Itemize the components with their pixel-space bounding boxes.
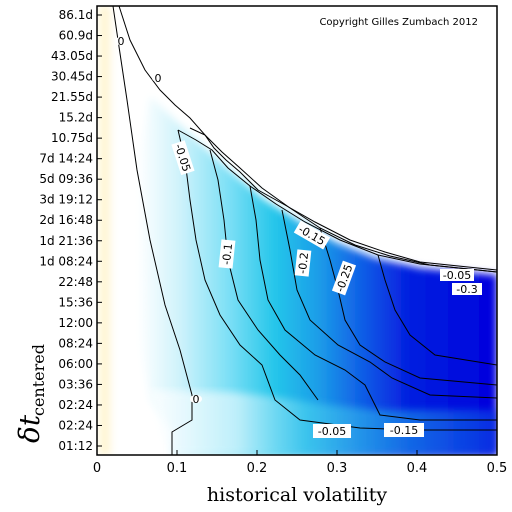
y-axis-label-sub: centered [29,344,48,416]
y-tick-label: 43.05d [51,49,93,63]
contour-steps-top [189,127,497,271]
contour-label-text: -0.3 [456,283,477,296]
y-tick-label: 30.45d [51,70,93,84]
y-tick-label: 02:24 [58,418,93,432]
y-tick-label: 03:36 [58,377,93,391]
x-tick-label: 0 [93,461,101,476]
y-tick-label: 01:12 [58,439,93,453]
y-tick-label: 10.75d [51,131,93,145]
contour-label: -0.05 [313,424,351,438]
contour-neg02 [281,209,497,399]
contour-label-text: -0.1 [220,243,235,266]
y-tick-label: 1d 08:24 [39,254,93,268]
contour-neg005-body [177,129,497,431]
x-tick-label: 0.2 [247,461,268,476]
x-tick-label: 0.5 [487,461,508,476]
y-axis-label-main: δt [13,414,46,443]
contour-label-text: -0.2 [296,252,311,275]
y-tick-label: 02:24 [58,398,93,412]
y-tick-label: 5d 09:36 [39,172,93,186]
contour-label-text: 0 [193,393,200,406]
copyright-text: Copyright Gilles Zumbach 2012 [319,17,478,28]
contour-label: -0.2 [294,249,312,277]
contour-neg005-upper [177,129,497,273]
contour-label: 0 [152,72,164,85]
lower-band-region [150,390,497,455]
y-tick-label: 15.2d [59,111,93,125]
y-tick-label: 22:48 [58,275,93,289]
contour-neg025 [319,227,497,386]
y-tick-label: 21.55d [51,90,93,104]
contour-label-text: 0 [118,35,125,48]
y-tick-label: 1d 21:36 [39,234,93,248]
contour-neg01 [209,149,319,401]
contour-label-text: 0 [155,72,162,85]
y-axis-label: δt centered [13,344,48,443]
contour-neg03 [377,254,497,366]
y-tick-label: 15:36 [58,295,93,309]
contour-zero-left [112,6,193,455]
contour-label-text: -0.05 [318,425,346,438]
x-axis: 0 0.1 0.2 0.3 0.4 0.5 [93,450,507,476]
contour-label: -0.05 [440,269,474,282]
y-tick-label: 06:00 [58,357,93,371]
contour-neg015 [249,185,497,421]
contour-label-text: -0.05 [443,269,471,282]
x-tick-label: 0.3 [327,461,348,476]
contour-lines [112,6,497,455]
contour-label: -0.15 [384,423,424,437]
x-tick-label: 0.1 [167,461,188,476]
contour-label: 0 [115,35,127,48]
x-axis-label: historical volatility [207,484,387,506]
y-axis: 01:12 02:24 02:24 03:36 06:00 08:24 12:00 15:36… [39,8,102,453]
contour-label: -0.1 [218,239,236,269]
plot-area: 0 0 0 -0.05 -0.1 -0.15 [97,6,497,455]
y-tick-label: 08:24 [58,336,93,350]
y-tick-label: 60.9d [59,29,93,43]
contour-label: -0.3 [452,283,482,296]
y-tick-label: 3d 19:12 [39,193,93,207]
x-tick-label: 0.4 [407,461,428,476]
contour-label-text: -0.15 [390,424,418,437]
plot-frame [96,5,498,456]
negative-region [138,96,497,455]
y-tick-label: 12:00 [58,316,93,330]
y-tick-label: 2d 16:48 [39,213,93,227]
contour-label: 0 [190,393,202,406]
y-tick-label: 86.1d [59,8,93,22]
y-tick-label: 7d 14:24 [39,152,93,166]
contour-zero-top [118,6,497,273]
